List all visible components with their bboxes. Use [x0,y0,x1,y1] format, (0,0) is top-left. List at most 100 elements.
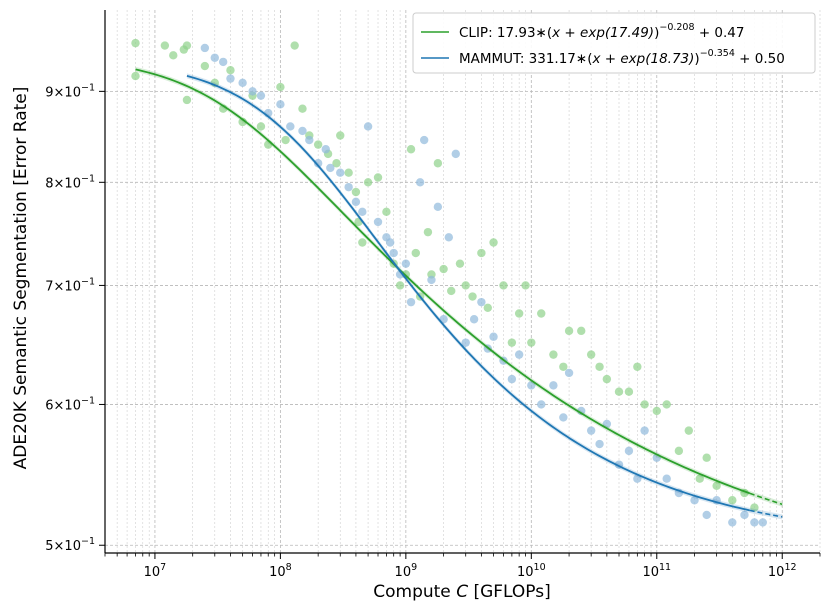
data-point-mammut [427,275,436,285]
data-point-clip [439,264,448,274]
data-point-mammut [226,74,235,83]
data-point-clip [499,281,508,290]
data-point-mammut [477,297,486,307]
data-point-mammut [238,78,247,88]
data-point-clip [586,350,596,359]
data-point-clip [728,496,737,505]
data-point-clip [336,131,345,140]
data-point-mammut [758,518,767,527]
data-point-mammut [586,426,596,435]
data-point-clip [640,400,649,409]
data-point-mammut [640,426,649,435]
data-point-mammut [527,381,536,390]
data-point-clip [276,82,285,92]
x-tick-label: 109 [395,562,418,580]
data-point-clip [182,95,192,105]
data-point-clip [577,326,586,336]
data-point-mammut [469,315,479,324]
data-point-mammut [451,149,460,159]
data-point-clip [131,71,140,81]
data-point-mammut [507,374,517,384]
legend-entry-clip: CLIP: 17.93∗(x + exp(17.49))−0.208 + 0.4… [459,22,744,41]
data-point-clip [433,159,443,168]
data-point-clip [461,281,470,290]
data-point-clip [674,446,684,456]
data-point-clip [169,51,178,60]
fit-curve-clip [135,68,750,495]
data-point-mammut [702,510,711,520]
data-point-mammut [363,122,373,131]
scatter-points [131,38,767,527]
data-point-mammut [740,510,749,520]
data-point-mammut [444,233,454,242]
data-point-clip [238,117,247,127]
data-point-mammut [461,338,470,347]
data-point-clip [344,168,353,177]
fit-band-clip [135,66,783,507]
data-point-mammut [559,413,568,422]
data-point-clip [351,187,361,197]
data-point-clip [624,387,634,396]
data-point-mammut [401,259,411,268]
data-point-mammut [489,332,498,341]
y-axis-title: ADE20K Semantic Segmentation [Error Rate… [11,87,31,470]
data-point-clip [507,338,517,347]
data-point-mammut [389,248,398,258]
data-point-mammut [344,182,353,192]
data-point-clip [447,286,456,296]
data-point-mammut [633,474,642,483]
data-point-clip [549,350,558,359]
data-point-mammut [373,217,383,227]
data-point-mammut [595,439,604,449]
data-point-clip [712,481,721,491]
data-point-mammut [690,496,699,505]
data-point-clip [468,292,477,301]
fit-curves [135,66,783,520]
data-point-clip [652,406,661,416]
data-point-clip [182,41,192,50]
data-point-mammut [415,178,425,187]
data-point-clip [559,362,568,371]
data-point-clip [477,248,486,258]
data-point-mammut [750,518,759,527]
data-point-mammut [537,400,546,409]
data-point-mammut [286,122,295,131]
data-point-clip [332,159,341,168]
fit-extrapolation-mammut [749,509,783,518]
data-point-clip [483,303,493,313]
data-point-mammut [433,202,443,212]
data-point-clip [200,61,210,71]
data-point-clip [363,178,373,187]
y-tick-label: 7×10−1 [45,276,95,294]
data-point-clip [256,122,266,131]
data-point-clip [662,400,671,409]
legend-box [412,12,816,74]
data-point-clip [595,362,604,371]
data-point-clip [411,248,420,258]
data-point-clip [521,281,530,290]
data-point-mammut [351,197,361,207]
data-point-clip [423,227,433,237]
data-point-mammut [514,350,524,359]
x-tick-label: 1012 [768,562,797,580]
data-point-clip [537,309,546,318]
x-tick-label: 107 [144,562,167,580]
data-point-mammut [200,43,210,53]
data-point-clip [455,259,465,268]
x-axis-title: Compute C [GFLOPs] [373,582,551,602]
data-point-clip [695,474,704,483]
y-tick-label: 5×10−1 [45,536,95,554]
data-point-mammut [336,168,345,177]
data-point-clip [382,207,391,217]
data-point-clip [395,281,405,290]
grid-lines [104,10,821,553]
data-point-clip [614,387,624,396]
data-point-mammut [577,406,586,416]
data-point-clip [358,238,367,247]
data-point-mammut [624,446,634,456]
data-point-clip [633,362,642,371]
data-point-mammut [298,126,307,136]
data-point-clip [684,426,693,435]
legend-entry-mammut: MAMMUT: 331.17∗(x + exp(18.73))−0.354 + … [459,48,785,67]
data-point-clip [226,66,235,75]
